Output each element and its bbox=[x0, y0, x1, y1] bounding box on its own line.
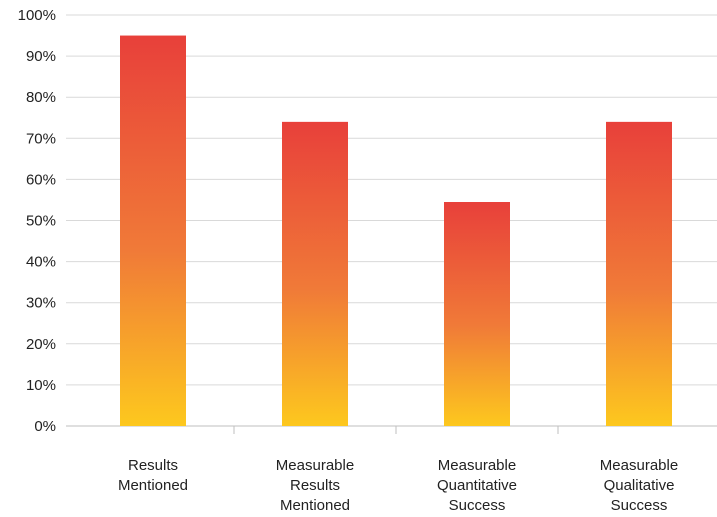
y-tick-label: 100% bbox=[18, 7, 56, 24]
y-tick-label: 60% bbox=[26, 171, 56, 188]
bar bbox=[606, 121, 672, 427]
x-category-label: Measurable Qualitative Success bbox=[600, 457, 678, 514]
x-category-label: Measurable Results Mentioned bbox=[276, 457, 354, 514]
y-tick-label: 40% bbox=[26, 254, 56, 271]
x-axis: Results Mentioned Measurable Results Mention… bbox=[118, 426, 678, 514]
y-tick-label: 30% bbox=[26, 295, 56, 312]
bar bbox=[120, 35, 186, 427]
bar bbox=[282, 121, 348, 427]
y-axis: 0% 10% 20% 30% 40% 50% 60% 70% 80% 90% 100% bbox=[18, 7, 56, 435]
bars bbox=[120, 35, 672, 427]
y-tick-label: 80% bbox=[26, 89, 56, 106]
y-tick-label: 70% bbox=[26, 130, 56, 147]
y-tick-label: 10% bbox=[26, 377, 56, 394]
y-tick-label: 50% bbox=[26, 213, 56, 230]
y-tick-label: 0% bbox=[34, 418, 56, 435]
y-tick-label: 90% bbox=[26, 48, 56, 65]
x-category-label: Measurable Quantitative Success bbox=[437, 457, 517, 514]
x-category-label: Results Mentioned bbox=[118, 457, 188, 494]
y-tick-label: 20% bbox=[26, 336, 56, 353]
bar bbox=[444, 202, 510, 426]
